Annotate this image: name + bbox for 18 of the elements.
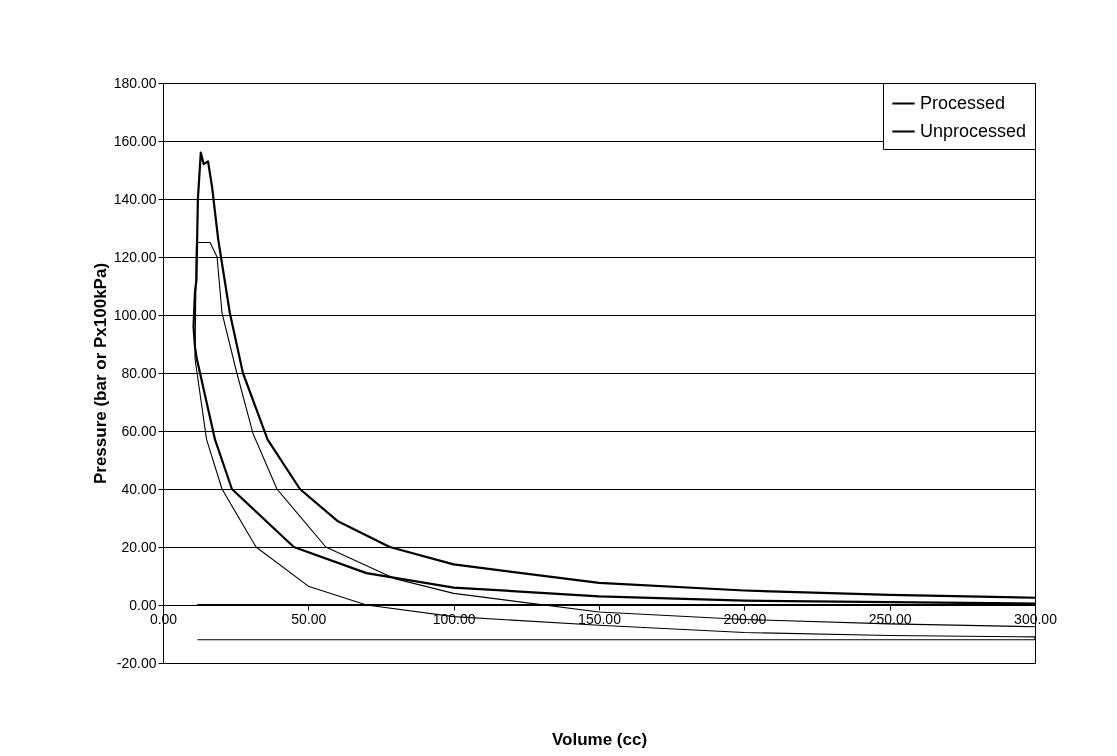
- x-tick-label: 150.00: [578, 610, 622, 627]
- x-tick-label: 250.00: [868, 610, 912, 627]
- y-tick-label: 160.00: [113, 132, 157, 149]
- y-tick-label: 180.00: [113, 74, 157, 91]
- y-tick-label: 0.00: [129, 596, 157, 613]
- x-tick-label: 50.00: [291, 610, 327, 627]
- y-tick-label: 20.00: [121, 538, 157, 555]
- y-tick-label: 120.00: [113, 248, 157, 265]
- y-axis-title: Pressure (bar or Px100kPa): [90, 262, 110, 485]
- legend-label: Processed: [920, 92, 1006, 113]
- y-tick-label: 40.00: [121, 480, 157, 497]
- legend-label: Unprocessed: [920, 120, 1027, 141]
- y-tick-label: 140.00: [113, 190, 157, 207]
- x-axis-title: Volume (cc): [551, 729, 648, 749]
- y-tick-label: 60.00: [121, 422, 157, 439]
- y-tick-label: -20.00: [116, 654, 157, 671]
- y-tick-label: 100.00: [113, 306, 157, 323]
- y-tick-label: 80.00: [121, 364, 157, 381]
